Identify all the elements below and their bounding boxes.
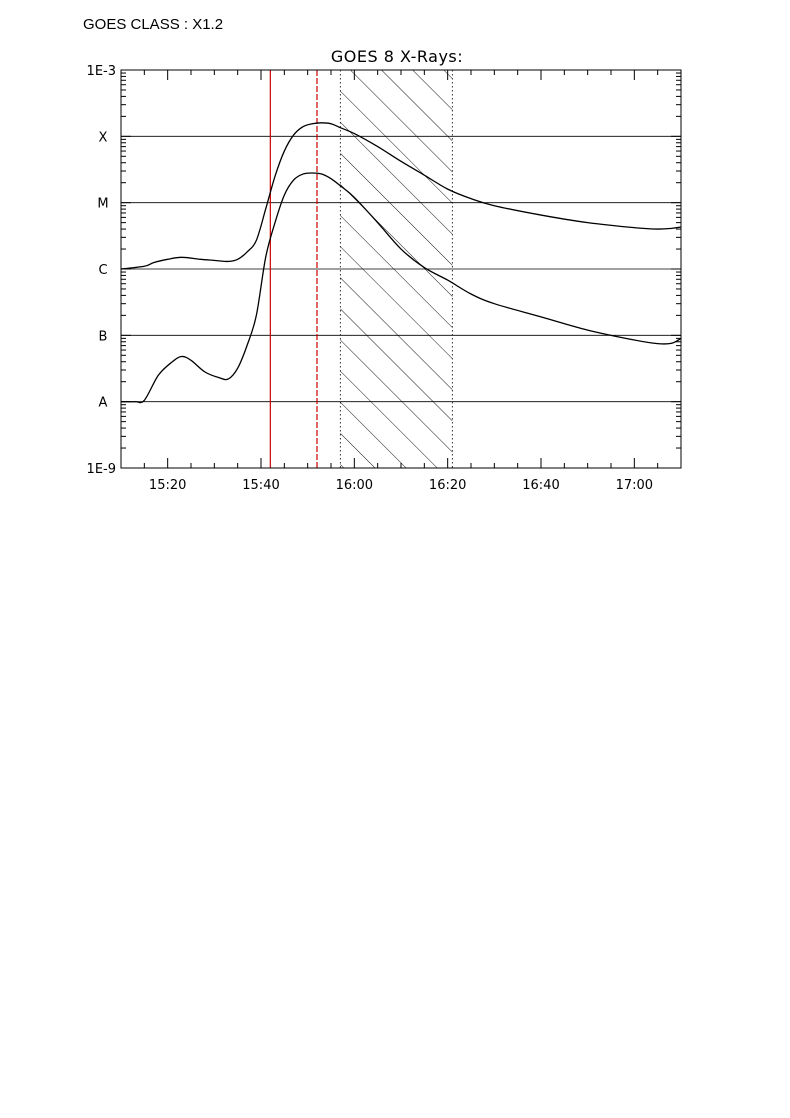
flux-series-line xyxy=(121,172,681,404)
series-lines xyxy=(121,122,681,404)
x-tick-label: 16:00 xyxy=(336,478,373,493)
hatched-region xyxy=(340,70,453,468)
x-tick-labels: 15:20 15:40 16:00 16:20 16:40 17:00 xyxy=(149,478,653,493)
y-tick-label: A xyxy=(99,396,108,411)
y-tick-label: X xyxy=(99,130,108,145)
shaded-interval xyxy=(339,70,453,468)
flux-series-line xyxy=(121,122,681,270)
event-markers xyxy=(269,70,318,468)
axis-ticks xyxy=(120,70,682,469)
goes-class-label: GOES CLASS : X1.2 xyxy=(83,16,224,33)
y-tick-label: 1E-9 xyxy=(87,462,116,477)
x-tick-label: 15:40 xyxy=(242,478,279,493)
y-tick-label: M xyxy=(97,197,108,212)
x-tick-label: 15:20 xyxy=(149,478,186,493)
x-tick-label: 16:20 xyxy=(429,478,466,493)
y-tick-label: 1E-3 xyxy=(87,64,116,79)
y-tick-labels: 1E-3 X M C B A 1E-9 xyxy=(87,64,116,477)
x-tick-label: 16:40 xyxy=(522,478,559,493)
x-tick-label: 17:00 xyxy=(616,478,653,493)
y-tick-label: C xyxy=(98,263,107,278)
chart-title: GOES 8 X-Rays: xyxy=(331,47,463,66)
y-tick-label: B xyxy=(99,329,108,344)
